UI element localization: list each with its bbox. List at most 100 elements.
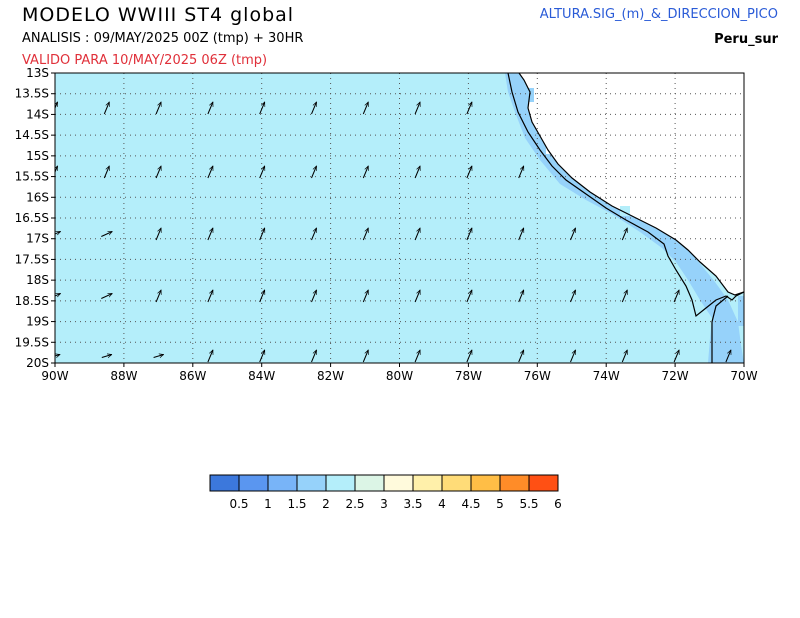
- wave-direction-arrow: [673, 350, 680, 363]
- wave-direction-arrow: [362, 350, 369, 363]
- wave-direction-arrow: [414, 290, 421, 303]
- wave-direction-arrow: [55, 102, 58, 110]
- wave-direction-arrow: [207, 166, 214, 179]
- wave-direction-arrow: [311, 102, 317, 115]
- lat-tick-label: 14S: [26, 107, 49, 121]
- colorbar-swatch: [470, 474, 501, 492]
- wave-direction-arrow: [259, 350, 266, 363]
- lon-tick-label: 76W: [524, 369, 551, 383]
- colorbar-label: 0.5: [229, 497, 248, 511]
- wave-direction-arrow: [259, 102, 266, 115]
- wave-direction-arrow: [311, 350, 317, 363]
- colorbar-swatch: [383, 474, 414, 492]
- wave-direction-arrow: [207, 350, 214, 363]
- analysis-time: ANALISIS : 09/MAY/2025 00Z (tmp) + 30HR: [22, 31, 304, 46]
- wave-direction-arrow: [621, 290, 628, 303]
- wave-direction-arrow: [362, 228, 369, 241]
- colorbar-label: 3.5: [403, 497, 422, 511]
- colorbar-label: 5.5: [519, 497, 538, 511]
- colorbar-swatch: [296, 474, 327, 492]
- wave-direction-arrow: [414, 166, 421, 179]
- wave-direction-arrow: [259, 228, 266, 241]
- wave-direction-arrow: [621, 228, 628, 241]
- wave-direction-arrow: [55, 355, 60, 358]
- lat-tick-label: 13S: [26, 66, 49, 80]
- wave-direction-arrow: [466, 166, 473, 179]
- wave-direction-arrow: [570, 350, 576, 363]
- wave-direction-arrow: [101, 355, 112, 358]
- lat-tick-label: 16S: [26, 190, 49, 204]
- coastal-band: [505, 73, 744, 363]
- variable-name: ALTURA.SIG_(m)_&_DIRECCION_PICO: [539, 7, 778, 22]
- wave-direction-arrow: [570, 228, 576, 241]
- wave-direction-arrow: [101, 293, 112, 299]
- coastline: [518, 73, 744, 296]
- land-area: [519, 73, 744, 295]
- wave-direction-arrow: [414, 350, 421, 363]
- wave-direction-arrow: [414, 228, 421, 241]
- lon-tick-label: 90W: [41, 369, 68, 383]
- wave-direction-arrow: [518, 228, 525, 241]
- wave-direction-arrow: [570, 290, 576, 303]
- lat-tick-label: 15S: [26, 149, 49, 163]
- colorbar-swatch: [325, 474, 356, 492]
- colorbar-label: 2: [322, 497, 330, 511]
- wave-direction-arrow: [155, 290, 162, 303]
- wave-direction-arrow: [311, 166, 317, 179]
- colorbar-label: 6: [554, 497, 562, 511]
- wave-direction-arrow: [155, 228, 162, 241]
- wave-direction-arrow: [207, 290, 214, 303]
- lon-tick-label: 84W: [248, 369, 275, 383]
- lon-tick-label: 88W: [110, 369, 137, 383]
- lon-tick-label: 86W: [179, 369, 206, 383]
- colorbar-label: 1: [264, 497, 272, 511]
- lat-tick-label: 15.5S: [15, 170, 49, 184]
- wave-direction-arrow: [155, 102, 162, 115]
- wave-direction-arrow: [207, 228, 214, 241]
- lat-tick-label: 19.5S: [15, 335, 49, 349]
- wave-direction-arrow: [311, 228, 317, 241]
- wave-direction-arrow: [466, 290, 473, 303]
- wave-direction-arrow: [466, 350, 473, 363]
- lat-tick-label: 17.5S: [15, 252, 49, 266]
- lon-tick-label: 70W: [730, 369, 757, 383]
- lat-tick-label: 13.5S: [15, 87, 49, 101]
- colorbar-swatch: [499, 474, 530, 492]
- colorbar-swatch: [354, 474, 385, 492]
- colorbar-swatch: [209, 474, 240, 492]
- wave-direction-arrow: [311, 290, 317, 303]
- wave-direction-arrow: [466, 102, 473, 115]
- wave-direction-arrow: [103, 102, 110, 115]
- wave-direction-arrow: [466, 228, 473, 241]
- colorbar-label: 4.5: [461, 497, 480, 511]
- colorbar-swatch: [441, 474, 472, 492]
- colorbar-swatch: [412, 474, 443, 492]
- colorbar-label: 4: [438, 497, 446, 511]
- wave-direction-arrow: [725, 350, 732, 363]
- wave-direction-arrow: [101, 231, 112, 237]
- wave-direction-arrow: [621, 350, 628, 363]
- wave-direction-arrow: [518, 350, 525, 363]
- chart-title: MODELO WWIII ST4 global: [22, 4, 295, 26]
- wave-direction-arrows: [55, 102, 732, 363]
- colorbar: 0.5 1 1.5 2 2.5 3 3.5 4 4.5 5 5.5 6: [209, 474, 562, 511]
- lat-tick-label: 18S: [26, 273, 49, 287]
- colorbar-label: 3: [380, 497, 388, 511]
- lat-tick-label: 14.5S: [15, 128, 49, 142]
- wave-direction-arrow: [55, 166, 58, 174]
- lat-tick-label: 19S: [26, 315, 49, 329]
- lon-tick-label: 74W: [593, 369, 620, 383]
- wave-direction-arrow: [207, 102, 214, 115]
- colorbar-label: 1.5: [287, 497, 306, 511]
- lat-tick-label: 16.5S: [15, 211, 49, 225]
- wave-direction-arrow: [55, 231, 61, 237]
- wave-direction-arrow: [673, 290, 680, 303]
- wave-direction-arrow: [103, 166, 110, 179]
- wave-direction-arrow: [518, 166, 525, 179]
- lon-tick-label: 72W: [662, 369, 689, 383]
- wave-direction-arrow: [414, 102, 421, 115]
- colorbar-label: 5: [496, 497, 504, 511]
- wave-direction-arrow: [153, 355, 164, 358]
- lon-tick-label: 78W: [455, 369, 482, 383]
